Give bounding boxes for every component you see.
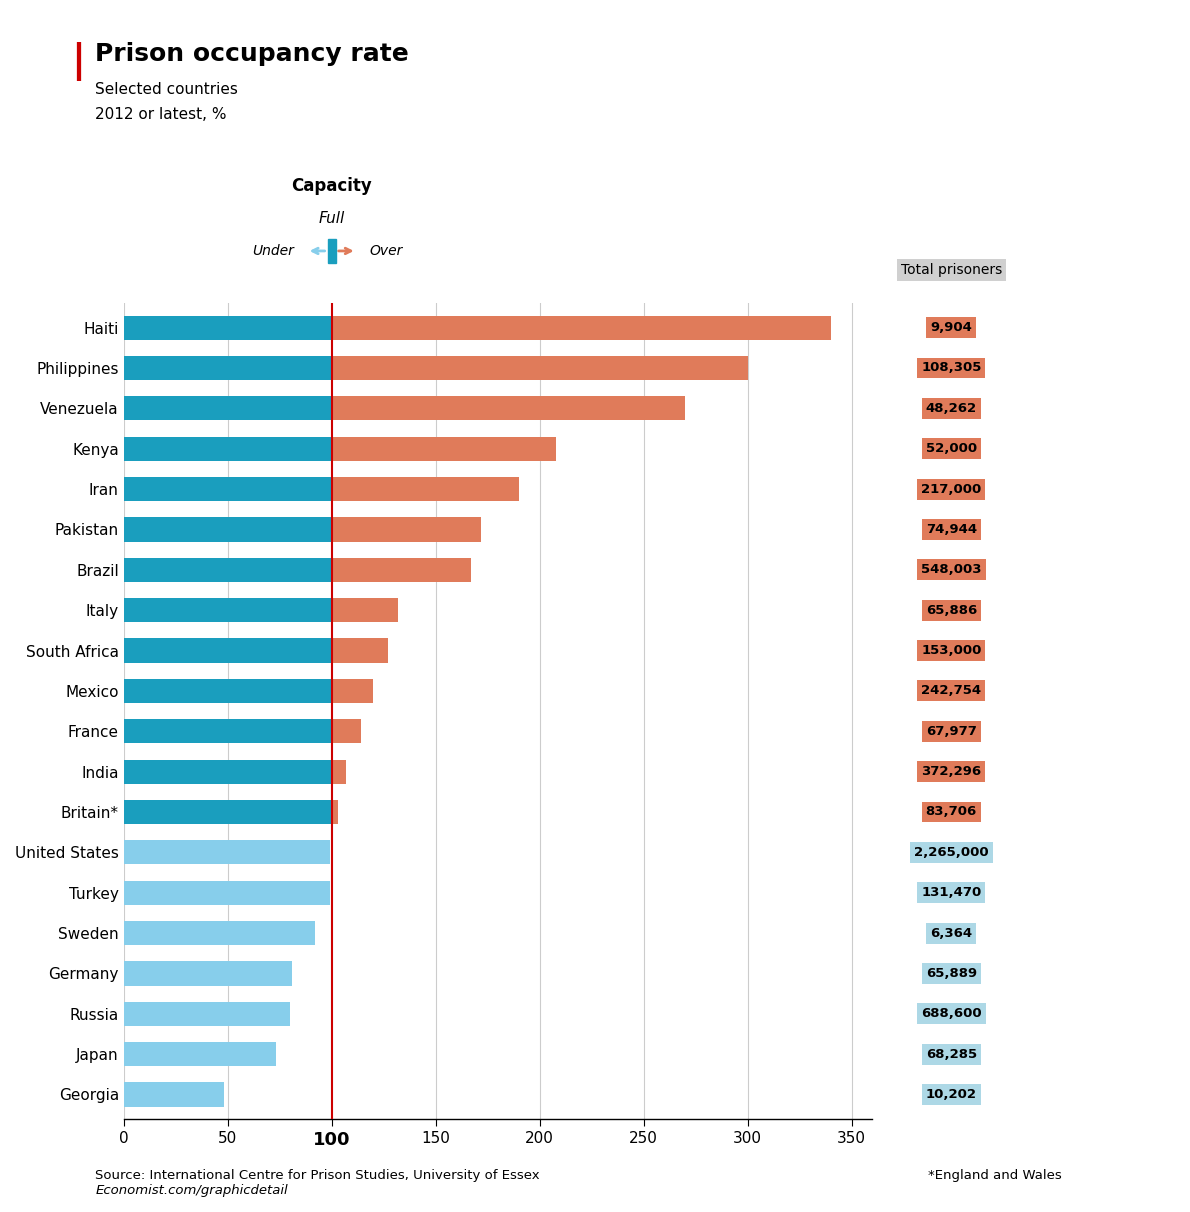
Bar bbox=[124, 558, 332, 582]
Bar bbox=[124, 679, 332, 703]
Bar bbox=[332, 396, 685, 421]
Text: 67,977: 67,977 bbox=[926, 725, 977, 738]
Bar bbox=[332, 679, 374, 703]
Bar bbox=[332, 356, 747, 381]
Bar bbox=[124, 840, 330, 864]
Bar bbox=[124, 760, 332, 784]
Bar bbox=[124, 881, 330, 905]
Text: 548,003: 548,003 bbox=[921, 564, 982, 576]
Bar bbox=[332, 478, 519, 502]
Bar bbox=[332, 598, 399, 622]
Text: 65,886: 65,886 bbox=[926, 604, 977, 617]
Bar bbox=[332, 719, 361, 743]
Text: Capacity: Capacity bbox=[292, 177, 372, 195]
Bar bbox=[124, 478, 332, 502]
Bar bbox=[124, 396, 332, 421]
Text: Over: Over bbox=[369, 244, 402, 258]
Text: 9,904: 9,904 bbox=[931, 321, 972, 335]
Bar bbox=[332, 436, 556, 461]
Bar bbox=[124, 961, 293, 985]
Text: Source: International Centre for Prison Studies, University of Essex: Source: International Centre for Prison … bbox=[95, 1168, 540, 1182]
Bar bbox=[124, 921, 315, 945]
Bar bbox=[124, 1001, 290, 1025]
Bar bbox=[124, 315, 332, 339]
Bar bbox=[124, 1042, 276, 1067]
Text: Under: Under bbox=[252, 244, 294, 258]
Text: 6,364: 6,364 bbox=[931, 926, 972, 939]
Text: *England and Wales: *England and Wales bbox=[928, 1168, 1061, 1182]
Text: 52,000: 52,000 bbox=[926, 442, 977, 456]
Text: 74,944: 74,944 bbox=[926, 522, 977, 536]
Text: 688,600: 688,600 bbox=[921, 1007, 982, 1021]
Text: Full: Full bbox=[319, 211, 345, 227]
Text: |: | bbox=[71, 42, 86, 81]
Bar bbox=[327, 239, 336, 263]
Bar bbox=[332, 800, 338, 824]
Bar bbox=[332, 558, 471, 582]
Text: 48,262: 48,262 bbox=[926, 402, 977, 415]
Text: 10,202: 10,202 bbox=[926, 1088, 977, 1100]
Text: 65,889: 65,889 bbox=[926, 967, 977, 981]
Bar bbox=[124, 639, 332, 663]
Text: Economist.com/graphicdetail: Economist.com/graphicdetail bbox=[95, 1184, 288, 1197]
Text: Selected countries: Selected countries bbox=[95, 82, 238, 97]
Bar bbox=[124, 598, 332, 622]
Text: 242,754: 242,754 bbox=[921, 685, 982, 697]
Text: 2012 or latest, %: 2012 or latest, % bbox=[95, 107, 227, 121]
Bar bbox=[332, 760, 346, 784]
Bar bbox=[332, 315, 831, 339]
Text: 83,706: 83,706 bbox=[926, 806, 977, 818]
Text: 372,296: 372,296 bbox=[921, 765, 982, 778]
Bar bbox=[124, 356, 332, 381]
Bar bbox=[124, 436, 332, 461]
Bar bbox=[124, 1082, 224, 1107]
Bar bbox=[124, 518, 332, 542]
Text: Prison occupancy rate: Prison occupancy rate bbox=[95, 42, 409, 67]
Bar bbox=[124, 719, 332, 743]
Text: 153,000: 153,000 bbox=[921, 644, 982, 657]
Text: 2,265,000: 2,265,000 bbox=[914, 846, 989, 859]
Text: 131,470: 131,470 bbox=[921, 886, 982, 899]
Text: 217,000: 217,000 bbox=[921, 482, 982, 496]
Bar bbox=[332, 639, 388, 663]
Text: 108,305: 108,305 bbox=[921, 361, 982, 375]
Bar bbox=[332, 518, 482, 542]
Text: Total prisoners: Total prisoners bbox=[901, 263, 1002, 278]
Text: 68,285: 68,285 bbox=[926, 1047, 977, 1060]
Bar bbox=[124, 800, 332, 824]
